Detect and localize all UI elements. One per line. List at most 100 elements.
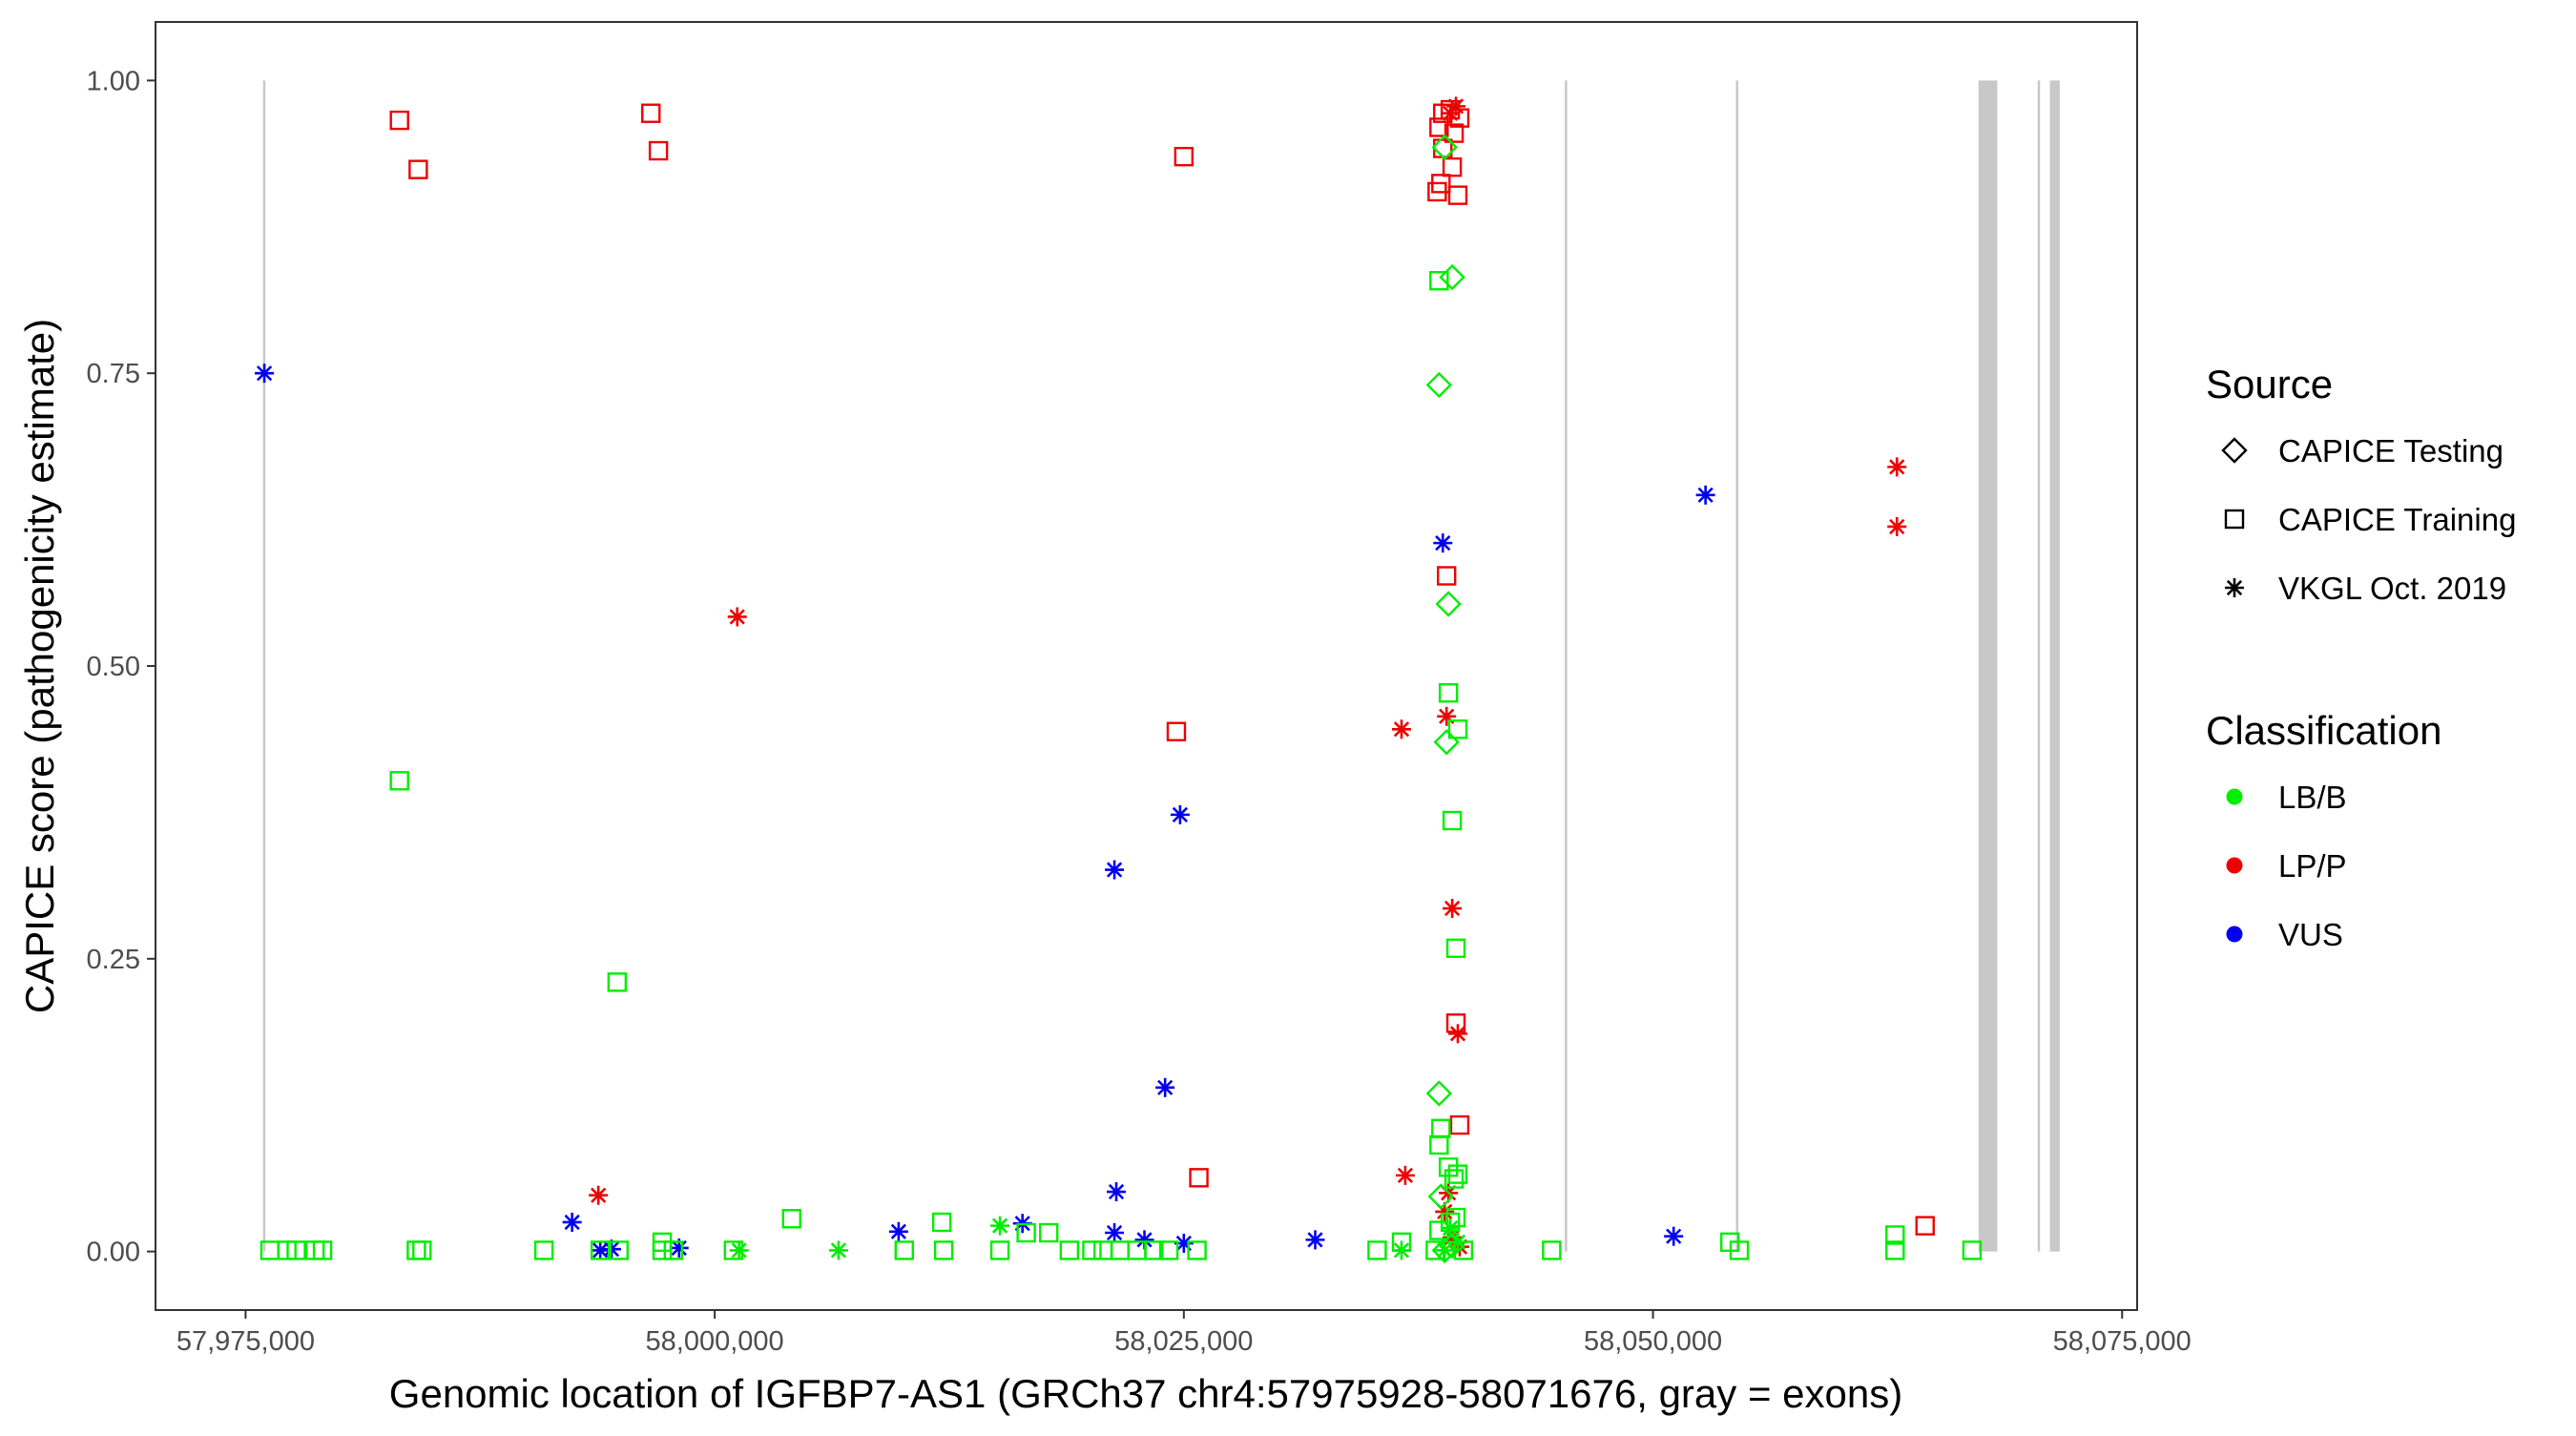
data-point — [1885, 1225, 1905, 1245]
data-point — [1445, 1207, 1466, 1228]
data-point — [1425, 1240, 1445, 1260]
data-point — [1016, 1222, 1036, 1243]
data-point — [894, 1240, 914, 1260]
data-point — [1082, 1240, 1102, 1260]
y-tick-label: 1.00 — [87, 66, 140, 96]
data-point — [590, 1240, 611, 1260]
data-point — [389, 110, 409, 131]
data-point — [591, 1240, 611, 1260]
data-point — [1187, 1240, 1207, 1260]
data-point — [1695, 485, 1715, 505]
x-tick-label: 58,075,000 — [2053, 1326, 2192, 1357]
data-point — [933, 1240, 954, 1260]
legend-item-label: LP/P — [2278, 848, 2347, 884]
data-point — [1155, 1077, 1175, 1097]
data-point — [1915, 1216, 1935, 1236]
data-point — [1437, 706, 1457, 726]
data-point — [1189, 1168, 1209, 1188]
point-layer — [255, 96, 1983, 1264]
data-point — [1453, 1240, 1474, 1260]
data-point — [1436, 566, 1457, 586]
data-point — [1441, 103, 1461, 123]
exon-band — [2037, 80, 2041, 1252]
data-point — [1445, 938, 1466, 958]
data-point — [1427, 1183, 1454, 1210]
data-point — [1447, 1164, 1468, 1184]
x-tick-label: 58,050,000 — [1584, 1326, 1722, 1357]
exon-band — [2049, 80, 2060, 1252]
axis-layer: 0.00 0.25 0.50 0.75 1.00 57,975,000 58,000,000… — [87, 66, 2192, 1357]
data-point — [1443, 899, 1463, 919]
x-axis-title: Genomic location of IGFBP7-AS1 (GRCh37 c… — [389, 1371, 1902, 1416]
data-point — [607, 972, 628, 992]
data-point — [648, 140, 669, 161]
data-point — [1729, 1240, 1750, 1260]
y-tick-label: 0.00 — [87, 1238, 140, 1268]
legend-classification: Classification LB/B LP/P VUS — [2206, 708, 2441, 952]
data-point — [1447, 719, 1468, 739]
data-point — [1438, 683, 1459, 703]
data-point — [1105, 860, 1125, 880]
data-point — [1427, 181, 1447, 202]
data-point — [389, 771, 409, 791]
legend-key-square — [2224, 509, 2245, 530]
data-point — [1105, 1223, 1125, 1242]
data-point — [1887, 457, 1907, 477]
data-point — [286, 1240, 306, 1260]
data-point — [781, 1209, 801, 1229]
x-tick-label: 58,000,000 — [646, 1326, 784, 1357]
legend-title: Source — [2206, 362, 2333, 406]
y-tick-label: 0.25 — [87, 945, 140, 975]
legend-source: Source CAPICE Testing CAPICE Training VKGL … — [2206, 362, 2516, 606]
exon-band — [262, 80, 266, 1252]
legend: Source CAPICE Testing CAPICE Training VKGL … — [2206, 362, 2516, 952]
data-point — [1442, 810, 1463, 831]
data-point — [562, 1212, 582, 1232]
data-point — [1447, 1024, 1467, 1044]
data-point — [1439, 263, 1465, 291]
data-point — [828, 1240, 848, 1260]
exon-band — [1978, 80, 1998, 1252]
data-point — [312, 1240, 333, 1260]
data-point — [729, 1240, 749, 1260]
legend-item-label: CAPICE Training — [2278, 502, 2516, 537]
data-point — [1435, 591, 1462, 617]
legend-item-label: LB/B — [2278, 780, 2347, 815]
exon-layer — [262, 80, 2060, 1252]
data-point — [255, 364, 275, 384]
legend-key-dot — [2226, 788, 2243, 805]
legend-key-diamond — [2221, 437, 2248, 464]
data-point — [609, 1240, 630, 1260]
data-point — [1444, 123, 1465, 143]
data-point — [1059, 1240, 1080, 1260]
data-point — [989, 1240, 1010, 1260]
data-point — [412, 1240, 432, 1260]
data-point — [1170, 804, 1190, 824]
legend-key-asterisk — [2225, 578, 2244, 597]
legend-item-label: VUS — [2278, 917, 2343, 952]
data-point — [1429, 1134, 1449, 1155]
data-point — [1391, 1232, 1412, 1253]
legend-item-label: VKGL Oct. 2019 — [2278, 571, 2506, 606]
y-axis-title: CAPICE score (pathogenicity estimate) — [17, 319, 62, 1013]
data-point — [1144, 1240, 1164, 1260]
data-point — [663, 1240, 684, 1260]
exon-band — [1735, 80, 1738, 1252]
data-point — [1174, 146, 1195, 167]
data-point — [1444, 1169, 1465, 1189]
x-tick-label: 58,025,000 — [1114, 1326, 1253, 1357]
data-point — [727, 607, 747, 627]
data-point — [888, 1221, 908, 1241]
data-point — [1367, 1240, 1387, 1260]
data-point — [1158, 1240, 1179, 1260]
data-point — [1441, 1218, 1461, 1238]
data-point — [589, 1185, 609, 1205]
data-point — [1887, 516, 1907, 536]
data-point — [1425, 371, 1453, 399]
legend-title: Classification — [2206, 708, 2441, 753]
data-point — [931, 1212, 952, 1233]
data-point — [1391, 719, 1411, 739]
data-point — [1039, 1222, 1059, 1243]
